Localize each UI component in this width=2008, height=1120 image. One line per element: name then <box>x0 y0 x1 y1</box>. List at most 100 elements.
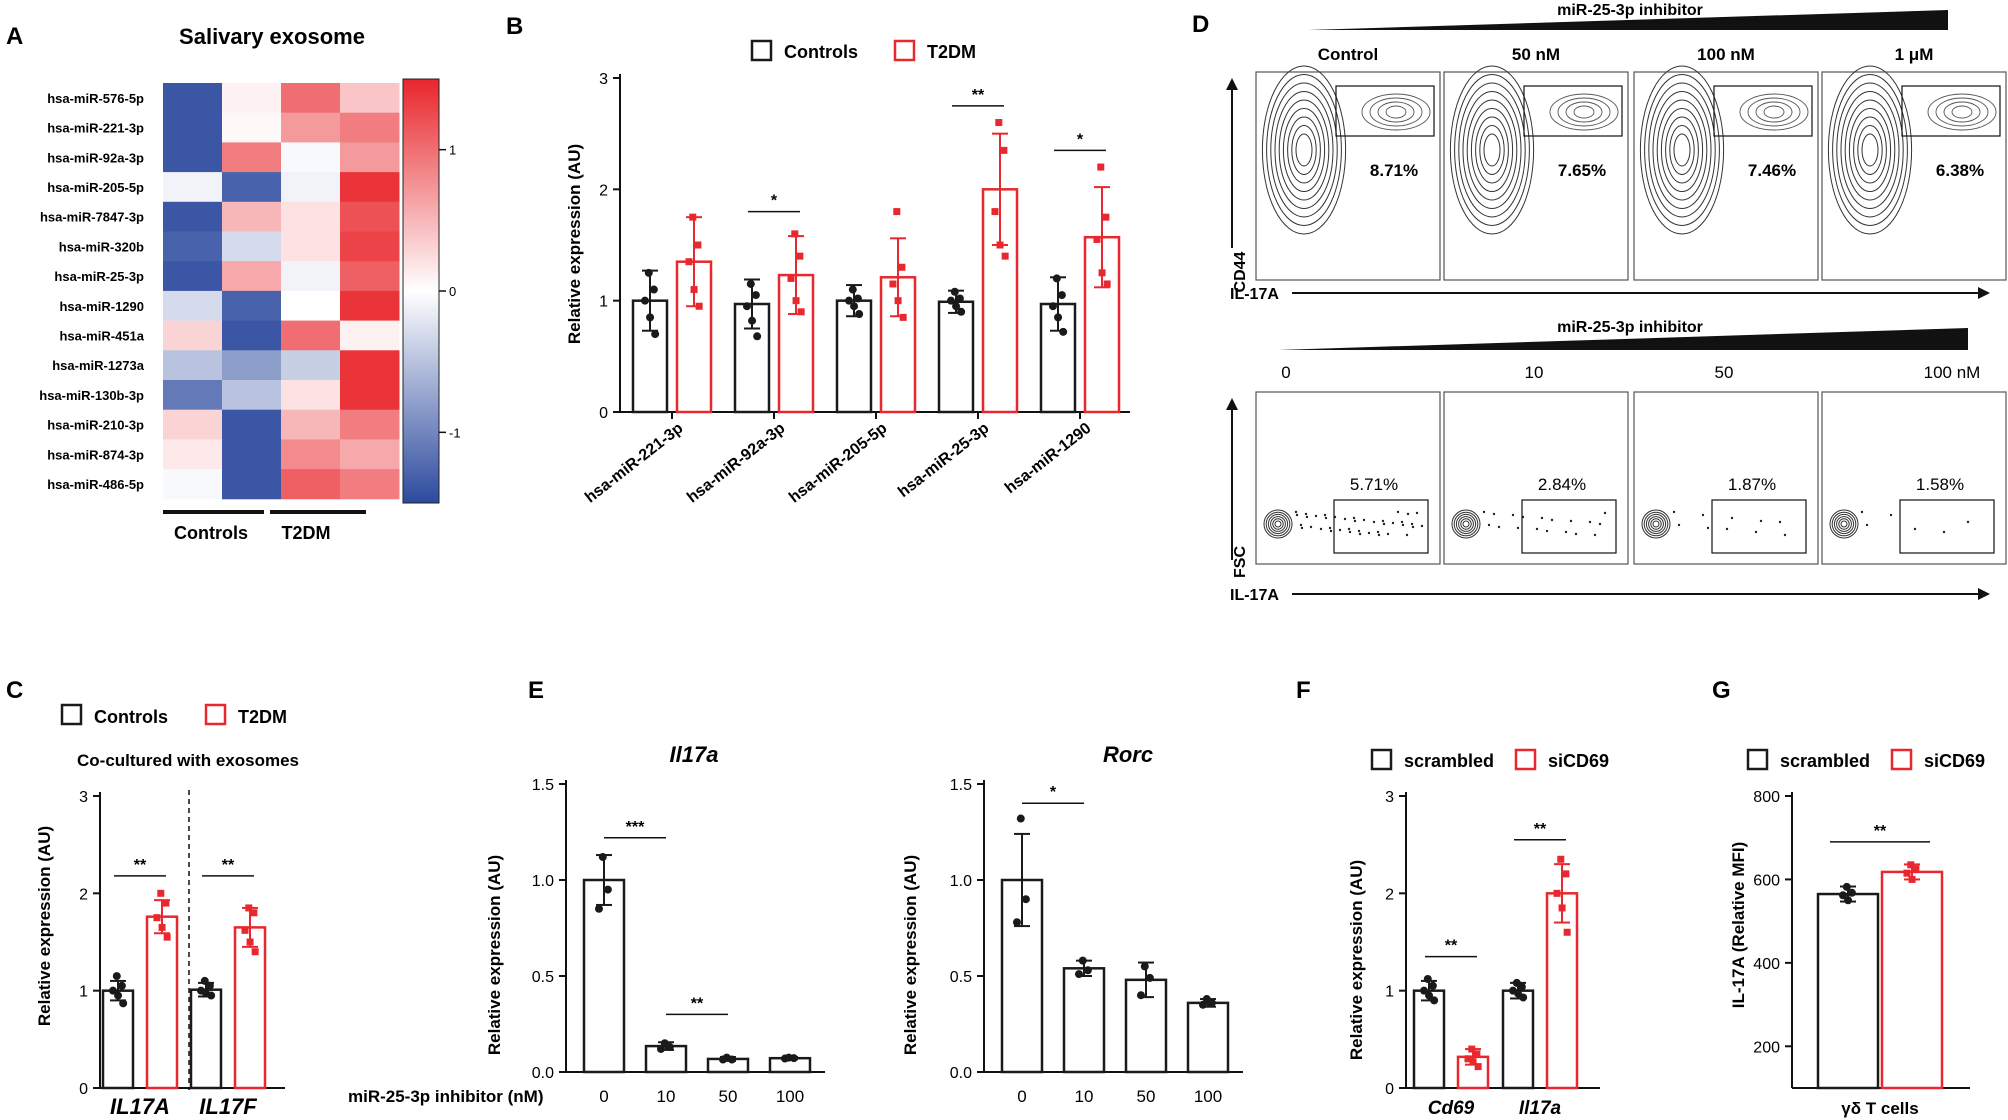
bar <box>1412 989 1446 1090</box>
heatmap-cell <box>340 201 400 232</box>
bar <box>101 989 135 1090</box>
facs-contour <box>1274 91 1334 209</box>
facs-plot-frame <box>1633 391 1819 565</box>
facs-contour <box>1836 82 1904 218</box>
facs-gate <box>1901 85 2001 137</box>
facs-event <box>1574 532 1578 536</box>
legend-label-sicd69-g: siCD69 <box>1924 751 1985 771</box>
facs-percentage: 2.84% <box>1538 475 1586 494</box>
data-point <box>1103 280 1111 288</box>
facs-contour <box>1270 82 1338 218</box>
heatmap-cell <box>222 261 282 292</box>
facs-event <box>1405 533 1409 537</box>
data-point <box>1907 861 1915 869</box>
data-point <box>695 302 703 310</box>
y-axis-label-b: Relative expression (AU) <box>565 144 584 344</box>
facs-event <box>1372 520 1376 524</box>
bar <box>937 300 975 414</box>
facs-contour <box>1639 65 1725 235</box>
data-point <box>644 268 653 277</box>
y-tick-label: 0.0 <box>950 1065 972 1082</box>
legend-swatch-t2dm <box>893 39 916 62</box>
facs-gate <box>1521 499 1617 554</box>
facs-column-header: 0 <box>1281 363 1290 382</box>
data-point <box>889 280 897 288</box>
data-point <box>1001 252 1009 260</box>
facs-event <box>1410 522 1414 526</box>
facs-contour <box>1840 520 1848 528</box>
y-tick-label: 0.5 <box>950 969 972 986</box>
heatmap-cell <box>163 142 223 173</box>
data-point <box>1012 918 1021 927</box>
facs-event <box>1860 510 1864 514</box>
data-point <box>1903 869 1911 877</box>
heatmap-color-scale <box>402 78 440 504</box>
y-tick-label: 600 <box>1753 872 1780 889</box>
heatmap-cell <box>281 320 341 351</box>
y-axis-label-f: Relative expression (AU) <box>1347 860 1366 1060</box>
facs-contour <box>1261 65 1347 235</box>
panel-label-d: D <box>1192 11 1209 38</box>
legend-label-t2dm: T2DM <box>927 42 976 62</box>
data-point <box>1912 865 1920 873</box>
heatmap-cell <box>222 142 282 173</box>
x-axis-label-bottom: IL-17A <box>1230 587 1279 604</box>
facs-contour <box>1739 93 1809 131</box>
legend-label-scrambled-g: scrambled <box>1780 751 1870 771</box>
facs-contour <box>1861 133 1879 167</box>
heatmap-scale-ticks: 1 0 -1 <box>439 143 461 440</box>
heatmap-cell <box>281 231 341 262</box>
facs-event <box>1588 520 1592 524</box>
legend-label-scrambled-f: scrambled <box>1404 751 1494 771</box>
y-axis-label-e1: Relative expression (AU) <box>485 855 504 1055</box>
y-axis-label-g: IL-17A (Relative MFI) <box>1729 842 1748 1009</box>
heatmap-cell <box>340 409 400 440</box>
facs-event <box>1299 523 1303 527</box>
data-point <box>112 972 121 981</box>
facs-event <box>1324 516 1328 520</box>
facs-contour <box>1287 116 1321 184</box>
data-point <box>797 308 805 316</box>
facs-event <box>1401 523 1405 527</box>
facs-event <box>1672 510 1676 514</box>
data-point <box>1052 274 1061 283</box>
significance-label: ** <box>1534 821 1547 838</box>
x-tick-label: hsa-miR-221-3p <box>582 420 687 507</box>
facs-event <box>1889 513 1893 517</box>
significance-label: *** <box>626 819 645 836</box>
facs-contour <box>1673 133 1691 167</box>
facs-event <box>1411 525 1415 529</box>
data-point <box>162 899 170 907</box>
legend-swatch-t2dm-c <box>204 703 227 726</box>
data-point <box>119 999 128 1008</box>
x-tick-label: 0 <box>599 1087 608 1106</box>
chart-title: Rorc <box>1103 742 1153 767</box>
facs-event <box>1511 513 1515 517</box>
heatmap-cell <box>163 350 223 381</box>
data-point <box>1097 163 1105 171</box>
data-point <box>1425 991 1434 1000</box>
data-point <box>1048 302 1057 311</box>
data-point <box>1908 875 1916 883</box>
heatmap-cell <box>163 320 223 351</box>
facs-event <box>1386 532 1390 536</box>
x-axis-label-top: IL-17A <box>1230 286 1279 303</box>
facs-column-header: 50 nM <box>1512 45 1560 64</box>
heatmap-cell <box>163 261 223 292</box>
facs-contour <box>1295 133 1313 167</box>
facs-contour <box>1265 511 1291 537</box>
facs-event <box>1783 533 1787 537</box>
x-arrowhead-bottom <box>1978 588 1990 600</box>
x-tick-label: 100 <box>776 1087 804 1106</box>
y-tick-label: 3 <box>79 789 88 806</box>
y-axis-label-cd44: CD44 <box>1232 251 1249 292</box>
data-point <box>848 285 857 294</box>
data-point <box>751 291 760 300</box>
data-point <box>1098 269 1106 277</box>
data-point <box>718 1055 727 1064</box>
facs-contour <box>1833 513 1855 535</box>
data-point <box>991 208 999 216</box>
facs-event <box>1540 516 1544 520</box>
y-tick-label: 3 <box>599 71 608 88</box>
facs-percentage: 7.65% <box>1558 161 1606 180</box>
